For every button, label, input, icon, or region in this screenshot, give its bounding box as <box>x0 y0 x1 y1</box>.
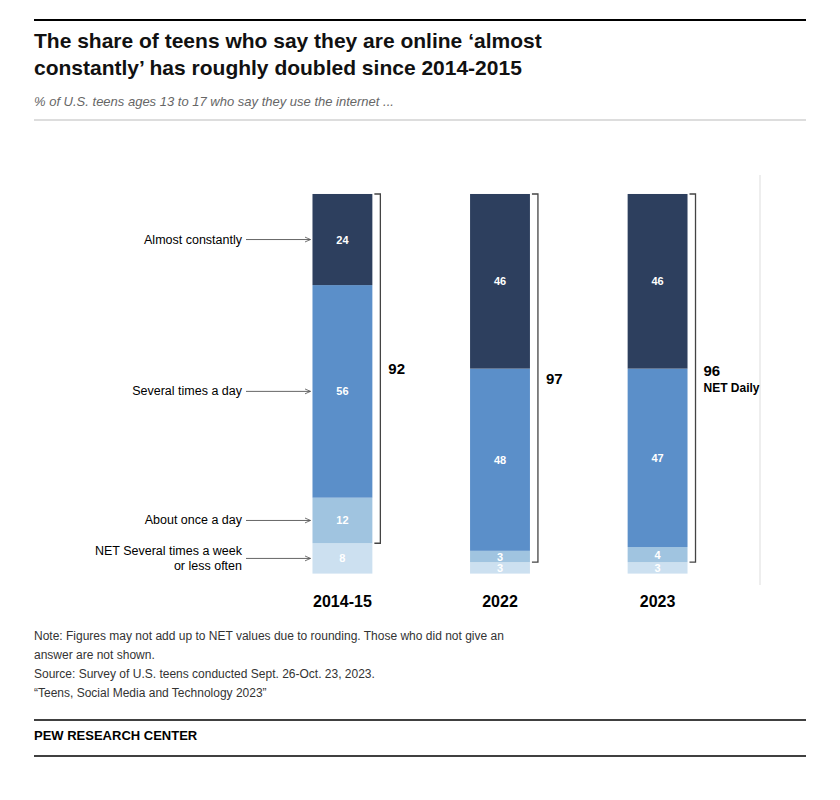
y-axis-line <box>760 175 761 585</box>
data-label: 56 <box>336 385 348 397</box>
net-value: 97 <box>546 370 563 387</box>
net-bracket <box>690 194 696 562</box>
annotation-line: NET Several times a week <box>95 544 243 558</box>
top-rule <box>34 19 806 21</box>
bar-segment <box>470 551 530 562</box>
data-label: 46 <box>494 275 506 287</box>
data-label: 3 <box>497 562 503 574</box>
bar-segment <box>470 562 530 573</box>
annotation-line: Almost constantly <box>144 233 243 247</box>
bar-segment <box>312 194 372 285</box>
subtitle-rule <box>34 120 806 121</box>
data-label: 3 <box>655 562 661 574</box>
bars <box>312 194 687 574</box>
data-label: 4 <box>655 549 662 561</box>
bar-segment <box>312 498 372 544</box>
bar-segment <box>470 369 530 551</box>
category-label: 2023 <box>640 593 676 610</box>
series-annotation: About once a day <box>145 513 243 527</box>
annotation-line: or less often <box>174 559 242 573</box>
data-label: 46 <box>651 275 663 287</box>
bar-segment <box>628 547 688 562</box>
net-value: 92 <box>388 360 405 377</box>
category-label: 2022 <box>482 593 518 610</box>
title: constantly’ has roughly doubled since 20… <box>34 56 522 79</box>
category-label: 2014-15 <box>313 593 372 610</box>
annotation-arrow <box>246 520 310 521</box>
bottom-rule <box>34 755 806 757</box>
data-label: 24 <box>336 234 349 246</box>
bar-segment <box>628 194 688 369</box>
annotation-arrow <box>246 558 310 559</box>
annotation-arrow <box>246 239 310 240</box>
bar-segment <box>312 543 372 573</box>
note: Note: Figures may not add up to NET valu… <box>34 629 504 643</box>
data-label: 8 <box>339 552 345 564</box>
series-annotation: Several times a day <box>132 384 243 398</box>
series-annotation: NET Several times a weekor less often <box>95 544 243 573</box>
note: answer are not shown. <box>34 648 155 662</box>
net-label: NET Daily <box>704 381 760 395</box>
annotation-arrow <box>246 391 310 392</box>
data-label: 12 <box>336 514 348 526</box>
data-label: 3 <box>497 551 503 563</box>
bar-segment <box>628 562 688 573</box>
net-bracket <box>532 194 538 562</box>
net-bracket <box>374 194 380 543</box>
bar-segment <box>470 194 530 369</box>
series-annotation: Almost constantly <box>144 233 243 247</box>
subtitle: % of U.S. teens ages 13 to 17 who say th… <box>34 94 394 109</box>
net-value: 96 <box>704 362 721 379</box>
note: Source: Survey of U.S. teens conducted S… <box>34 667 375 681</box>
bar-segment <box>628 369 688 547</box>
annotation-line: About once a day <box>145 513 243 527</box>
note: “Teens, Social Media and Technology 2023… <box>34 686 267 700</box>
data-label: 48 <box>494 454 506 466</box>
source: PEW RESEARCH CENTER <box>34 728 198 743</box>
title: The share of teens who say they are onli… <box>34 29 542 52</box>
labels: 8331234564847244646 <box>336 234 663 574</box>
bar-segment <box>312 285 372 498</box>
annotation-line: Several times a day <box>132 384 243 398</box>
data-label: 47 <box>651 452 663 464</box>
source-rule <box>34 719 806 721</box>
chart: The share of teens who say they are onli… <box>0 0 840 800</box>
